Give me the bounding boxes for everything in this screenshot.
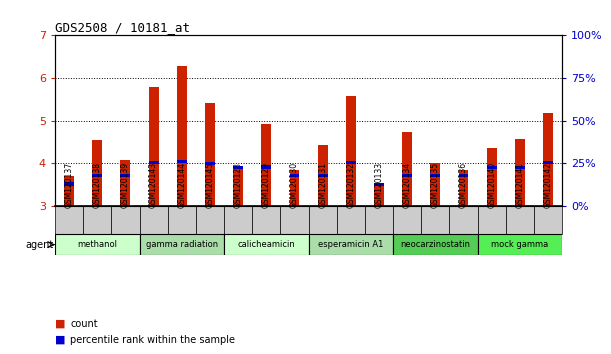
Text: GSM120142: GSM120142 xyxy=(544,162,552,208)
Text: gamma radiation: gamma radiation xyxy=(145,240,218,249)
Bar xyxy=(196,206,224,234)
Text: GSM120145: GSM120145 xyxy=(205,162,214,208)
Text: GSM120139: GSM120139 xyxy=(121,162,130,208)
Text: GSM120138: GSM120138 xyxy=(93,162,102,208)
Bar xyxy=(459,170,469,206)
Bar xyxy=(478,234,562,255)
Text: ■: ■ xyxy=(55,319,65,329)
Text: GSM120131: GSM120131 xyxy=(318,162,327,208)
Text: percentile rank within the sample: percentile rank within the sample xyxy=(70,335,235,345)
Bar xyxy=(534,206,562,234)
Bar xyxy=(262,165,271,169)
Text: calicheamicin: calicheamicin xyxy=(238,240,295,249)
Bar xyxy=(177,160,187,163)
Bar xyxy=(233,166,243,170)
Text: GSM120128: GSM120128 xyxy=(233,162,243,208)
Bar xyxy=(515,139,525,206)
Text: neocarzinostatin: neocarzinostatin xyxy=(400,240,470,249)
Bar xyxy=(478,206,506,234)
Bar xyxy=(148,87,158,206)
Bar xyxy=(309,234,393,255)
Text: mock gamma: mock gamma xyxy=(491,240,549,249)
Text: GSM120141: GSM120141 xyxy=(515,162,524,208)
Text: GDS2508 / 10181_at: GDS2508 / 10181_at xyxy=(55,21,190,34)
Bar xyxy=(233,166,243,206)
Bar xyxy=(120,174,130,177)
Bar xyxy=(402,174,412,177)
Bar xyxy=(543,161,553,164)
Bar xyxy=(318,174,327,177)
Bar xyxy=(318,145,327,206)
Bar xyxy=(111,206,139,234)
Text: GSM120137: GSM120137 xyxy=(65,162,73,208)
Bar xyxy=(55,206,83,234)
Bar xyxy=(393,206,421,234)
Bar xyxy=(430,174,441,177)
Bar xyxy=(139,234,224,255)
Bar xyxy=(83,206,111,234)
Text: GSM120136: GSM120136 xyxy=(459,162,468,208)
Bar xyxy=(346,96,356,206)
Bar xyxy=(459,174,469,177)
Bar xyxy=(177,66,187,206)
Bar xyxy=(290,170,299,206)
Text: count: count xyxy=(70,319,98,329)
Text: esperamicin A1: esperamicin A1 xyxy=(318,240,384,249)
Text: GSM120134: GSM120134 xyxy=(403,162,412,208)
Bar xyxy=(515,166,525,170)
Bar xyxy=(430,162,441,206)
Text: GSM120129: GSM120129 xyxy=(262,162,271,208)
Bar xyxy=(290,174,299,177)
Text: GSM120140: GSM120140 xyxy=(487,162,496,208)
Bar xyxy=(139,206,167,234)
Bar xyxy=(262,124,271,206)
Bar xyxy=(374,185,384,206)
Bar xyxy=(252,206,280,234)
Bar xyxy=(148,161,158,164)
Text: GSM120130: GSM120130 xyxy=(290,162,299,208)
Text: ■: ■ xyxy=(55,335,65,345)
Bar xyxy=(374,183,384,187)
Text: GSM120135: GSM120135 xyxy=(431,162,440,208)
Bar xyxy=(346,161,356,164)
Bar xyxy=(402,132,412,206)
Bar xyxy=(64,182,74,185)
Bar xyxy=(309,206,337,234)
Bar xyxy=(224,234,309,255)
Bar xyxy=(393,234,478,255)
Bar xyxy=(337,206,365,234)
Bar xyxy=(92,140,102,206)
Bar xyxy=(205,162,215,165)
Bar xyxy=(450,206,478,234)
Text: methanol: methanol xyxy=(77,240,117,249)
Bar xyxy=(280,206,309,234)
Bar xyxy=(224,206,252,234)
Bar xyxy=(365,206,393,234)
Text: GSM120144: GSM120144 xyxy=(177,162,186,208)
Bar xyxy=(543,113,553,206)
Bar xyxy=(92,174,102,177)
Bar xyxy=(167,206,196,234)
Bar xyxy=(487,148,497,206)
Bar xyxy=(506,206,534,234)
Text: agent: agent xyxy=(25,240,54,250)
Bar xyxy=(487,166,497,170)
Text: GSM120143: GSM120143 xyxy=(149,162,158,208)
Bar xyxy=(421,206,450,234)
Bar xyxy=(120,160,130,206)
Bar xyxy=(64,176,74,206)
Bar xyxy=(55,234,139,255)
Text: GSM120133: GSM120133 xyxy=(375,162,384,208)
Bar xyxy=(205,103,215,206)
Text: GSM120132: GSM120132 xyxy=(346,162,356,208)
